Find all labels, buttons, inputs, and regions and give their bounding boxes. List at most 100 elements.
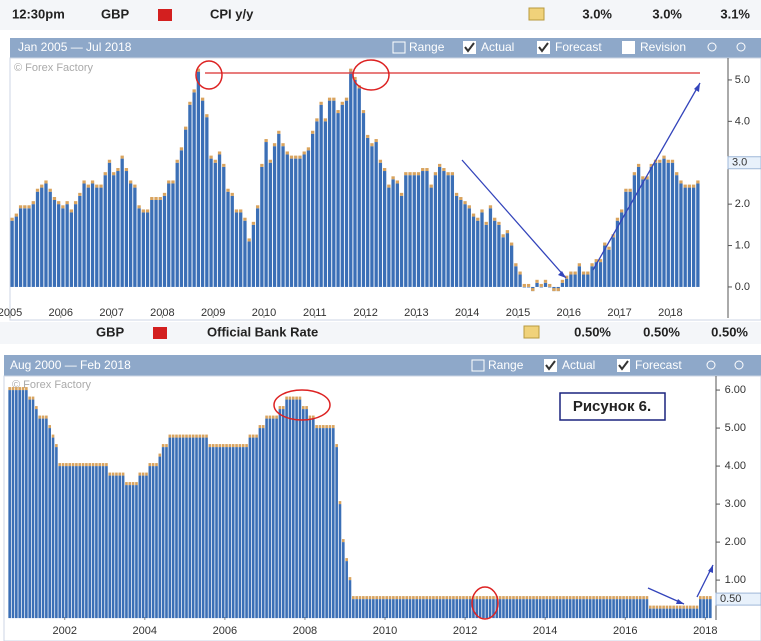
forecast-marker: [275, 415, 278, 419]
bar: [285, 399, 288, 619]
range-button[interactable]: Range: [409, 40, 445, 54]
forecast-marker: [575, 596, 579, 600]
forecast-marker: [525, 596, 529, 600]
folder-icon[interactable]: [528, 7, 545, 21]
zoom-out[interactable]: [736, 42, 746, 52]
forecast-marker: [492, 596, 495, 600]
bar: [218, 447, 222, 619]
bar: [442, 171, 446, 287]
bar: [175, 437, 178, 619]
forecast-marker: [98, 463, 102, 467]
bar: [705, 599, 709, 619]
bar: [131, 485, 135, 619]
bar: [35, 409, 38, 619]
forecast-marker: [225, 444, 228, 448]
bar: [433, 175, 438, 287]
forecast-marker: [261, 425, 265, 429]
bar: [28, 399, 31, 619]
forecast-marker: [258, 425, 262, 429]
cpi-row: [0, 0, 761, 30]
forecast-marker: [31, 396, 35, 400]
bar: [41, 418, 45, 619]
forecast-toggle[interactable]: Forecast: [635, 358, 682, 372]
folder-icon[interactable]: [523, 325, 540, 339]
forecast-marker: [670, 159, 675, 163]
bar: [685, 608, 689, 619]
bar: [528, 599, 532, 619]
forecast-marker: [18, 205, 23, 209]
bar: [10, 220, 14, 287]
bar: [15, 390, 18, 619]
forecast-marker: [450, 172, 455, 176]
forecast-marker: [352, 596, 355, 600]
forecast-marker: [128, 180, 133, 184]
range-icon[interactable]: [392, 41, 406, 54]
bar: [141, 475, 145, 619]
check: [464, 42, 475, 53]
bar: [562, 599, 565, 619]
annotation-box: [559, 392, 666, 421]
forecast-marker: [468, 596, 472, 600]
bar: [82, 183, 86, 287]
actual-toggle[interactable]: Actual: [562, 358, 595, 372]
forecast-marker: [21, 387, 25, 391]
bar: [572, 599, 575, 619]
bar: [238, 447, 242, 619]
bar: [91, 466, 95, 619]
forecast-marker: [562, 596, 565, 600]
forecast-toggle[interactable]: Forecast: [555, 40, 602, 54]
bar: [150, 200, 154, 287]
bar: [128, 485, 132, 619]
forecast-marker: [234, 209, 239, 213]
bar: [71, 466, 75, 619]
forecast-marker: [421, 168, 425, 172]
forecast-marker: [78, 192, 82, 196]
revision-toggle[interactable]: Revision: [640, 40, 686, 54]
bar: [21, 390, 25, 619]
forecast-marker: [69, 209, 74, 213]
bar: [201, 437, 205, 619]
forecast-marker: [145, 209, 150, 213]
forecast-marker: [44, 180, 48, 184]
zoom-in[interactable]: [706, 360, 716, 370]
bar: [133, 187, 137, 287]
forecast-marker: [425, 168, 429, 172]
forecast-marker: [476, 217, 480, 221]
forecast-marker: [572, 596, 575, 600]
forecast-marker: [586, 271, 590, 275]
forecast-marker: [178, 434, 182, 438]
forecast-marker: [238, 444, 242, 448]
bar: [412, 599, 415, 619]
forecast-marker: [422, 596, 425, 600]
bar: [288, 399, 292, 619]
forecast-marker: [11, 387, 15, 391]
forecast-marker: [215, 444, 218, 448]
bar: [241, 447, 245, 619]
range-button[interactable]: Range: [488, 358, 524, 372]
forecast-marker: [438, 163, 442, 167]
y-tick-label: 5.00: [725, 422, 746, 434]
bar: [624, 191, 628, 287]
zoom-out[interactable]: [734, 360, 744, 370]
forecast-marker: [585, 596, 589, 600]
bar: [277, 133, 281, 287]
forecast-marker: [171, 180, 175, 184]
bar: [459, 200, 463, 287]
range-icon[interactable]: [471, 359, 485, 372]
bar: [655, 608, 659, 619]
x-tick-label: 2018: [658, 307, 682, 319]
bar: [301, 409, 305, 619]
circle: [195, 60, 223, 90]
bar: [425, 599, 429, 619]
bar: [31, 204, 35, 287]
bar: [99, 187, 103, 287]
zoom-in[interactable]: [707, 42, 717, 52]
bar: [585, 599, 589, 619]
forecast-marker: [370, 143, 374, 147]
bar: [168, 437, 172, 619]
bar: [416, 175, 421, 287]
forecast-marker: [162, 192, 167, 196]
impact-icon: [153, 327, 167, 339]
actual-toggle[interactable]: Actual: [481, 40, 514, 54]
checkbox[interactable]: [622, 41, 635, 54]
